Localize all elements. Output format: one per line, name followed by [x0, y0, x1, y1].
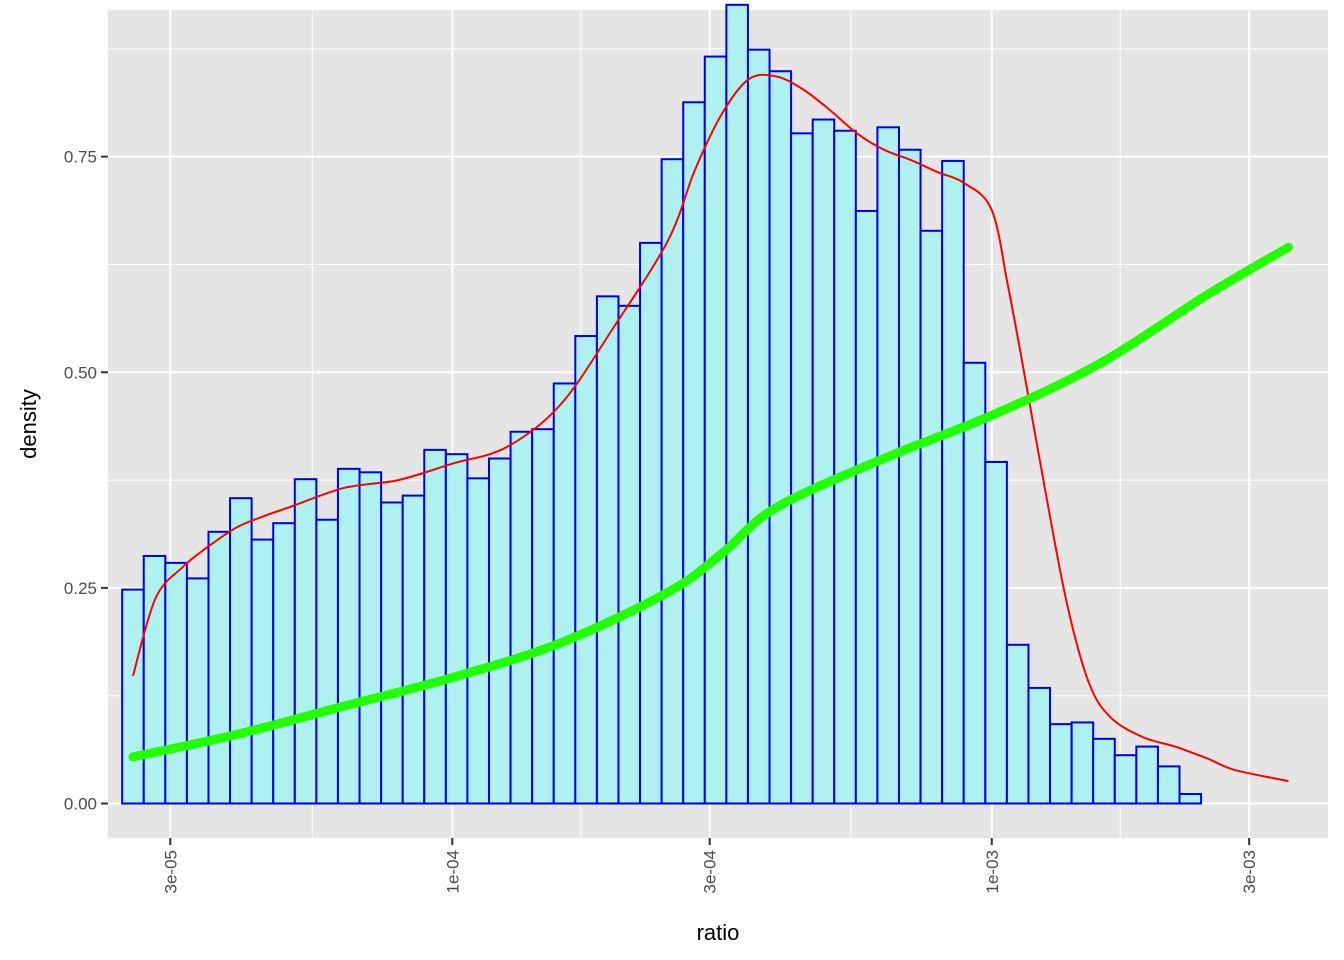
y-tick-label: 0.25 [64, 579, 97, 598]
histogram-bar [142, 554, 167, 805]
histogram-bar [509, 430, 534, 805]
histogram-bar [552, 382, 577, 805]
histogram-bars [121, 3, 1203, 805]
histogram-bar [250, 538, 275, 805]
x-tick-label: 1e-04 [443, 850, 462, 893]
histogram-bar [1027, 686, 1052, 805]
histogram-bar [1178, 793, 1203, 805]
y-tick-label: 0.50 [64, 363, 97, 382]
histogram-bar [617, 304, 642, 805]
histogram-bar [164, 561, 188, 805]
trend-curve [128, 242, 1293, 762]
histogram-bar [660, 158, 685, 805]
histogram-bar [682, 101, 706, 805]
histogram-bar [768, 70, 793, 805]
histogram-bar [272, 522, 296, 805]
x-tick-label: 3e-05 [161, 850, 180, 893]
histogram-bar [336, 467, 361, 805]
histogram-bar [854, 209, 879, 805]
histogram-bar [380, 501, 404, 805]
x-axis-title: ratio [697, 920, 740, 945]
histogram-bar [207, 530, 232, 805]
histogram-bar [293, 478, 318, 805]
x-tick-label: 3e-04 [701, 850, 720, 893]
histogram-bar [1156, 765, 1181, 805]
x-tick-label: 1e-03 [983, 850, 1002, 893]
histogram-bar [531, 428, 555, 805]
histogram-bar [121, 588, 145, 805]
histogram-bar [229, 497, 253, 805]
axis-ticks: 0.00 0.25 0.50 0.75 3e-05 1e-04 3e-04 1e-03 3e-0… [64, 148, 1259, 894]
histogram-bar [790, 132, 814, 805]
histogram-bar [1135, 745, 1159, 805]
histogram-bar [358, 471, 383, 805]
histogram-bar [919, 229, 944, 805]
histogram-bar [574, 335, 598, 805]
histogram-bar [595, 295, 620, 805]
histogram-bar [1070, 721, 1095, 805]
histogram-bar [444, 453, 469, 805]
histogram-bar [401, 494, 426, 805]
y-tick-label: 0.75 [64, 148, 97, 167]
histogram-bar [1049, 723, 1073, 805]
histogram-bar [876, 126, 900, 805]
histogram-bar [984, 460, 1008, 805]
histogram-bar [897, 148, 922, 805]
histogram-bar [725, 3, 749, 805]
histogram-bar [488, 457, 512, 805]
histogram-bar [1005, 643, 1030, 805]
histogram-bar [941, 159, 965, 805]
y-tick-label: 0.00 [64, 795, 97, 814]
histogram-bar [423, 448, 447, 805]
histogram-bar [811, 118, 836, 805]
density-curve [132, 73, 1289, 783]
histogram-bar [185, 577, 210, 805]
histogram-bar [1092, 737, 1116, 805]
y-axis-title: density [16, 389, 41, 459]
histogram-bar [466, 477, 491, 805]
histogram-bar [703, 55, 728, 805]
x-tick-label: 3e-03 [1240, 850, 1259, 893]
histogram-bar [1113, 754, 1138, 805]
histogram-bar [746, 48, 771, 805]
histogram-bar [639, 241, 663, 805]
histogram-bar [315, 518, 339, 805]
